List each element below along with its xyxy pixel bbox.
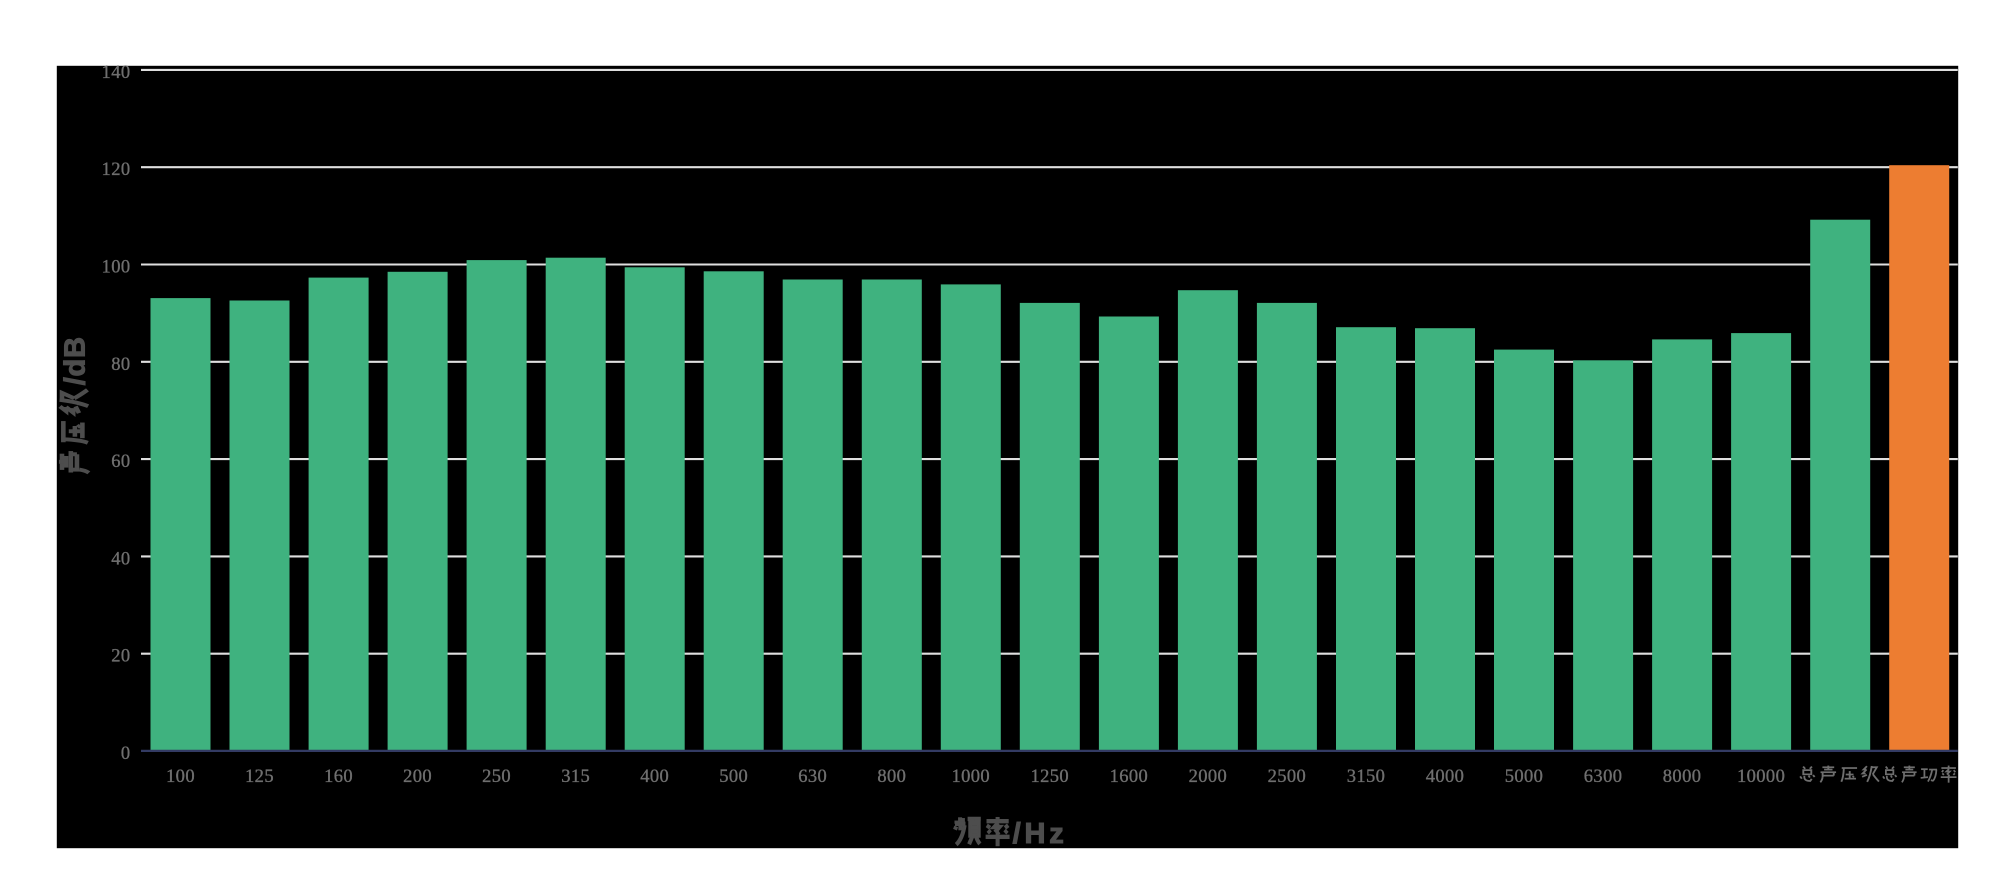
svg-text:3150: 3150 xyxy=(1347,767,1386,787)
svg-text:100: 100 xyxy=(102,258,131,278)
svg-text:80: 80 xyxy=(111,355,130,375)
svg-text:/dB: /dB xyxy=(60,336,92,385)
svg-text:4000: 4000 xyxy=(1426,767,1465,787)
svg-text:800: 800 xyxy=(877,767,906,787)
svg-text:1000: 1000 xyxy=(951,767,990,787)
svg-text:100: 100 xyxy=(166,767,195,787)
svg-text:120: 120 xyxy=(102,160,131,180)
svg-text:630: 630 xyxy=(798,767,827,787)
svg-text:1250: 1250 xyxy=(1030,767,1069,787)
svg-text:20: 20 xyxy=(111,647,130,667)
svg-text:1600: 1600 xyxy=(1110,767,1149,787)
svg-text:8000: 8000 xyxy=(1663,767,1702,787)
svg-text:6300: 6300 xyxy=(1584,767,1623,787)
svg-text:/Hz: /Hz xyxy=(1013,818,1068,850)
svg-text:0: 0 xyxy=(121,744,131,764)
svg-text:400: 400 xyxy=(640,767,669,787)
svg-text:125: 125 xyxy=(245,767,274,787)
svg-text:200: 200 xyxy=(403,767,432,787)
svg-text:5000: 5000 xyxy=(1505,767,1544,787)
svg-text:2500: 2500 xyxy=(1268,767,1307,787)
svg-text:250: 250 xyxy=(482,767,511,787)
svg-text:500: 500 xyxy=(719,767,748,787)
svg-text:40: 40 xyxy=(111,549,130,569)
svg-text:140: 140 xyxy=(102,63,131,83)
svg-text:10000: 10000 xyxy=(1737,767,1785,787)
svg-text:160: 160 xyxy=(324,767,353,787)
svg-text:60: 60 xyxy=(111,452,130,472)
svg-text:2000: 2000 xyxy=(1189,767,1228,787)
svg-text:315: 315 xyxy=(561,767,590,787)
